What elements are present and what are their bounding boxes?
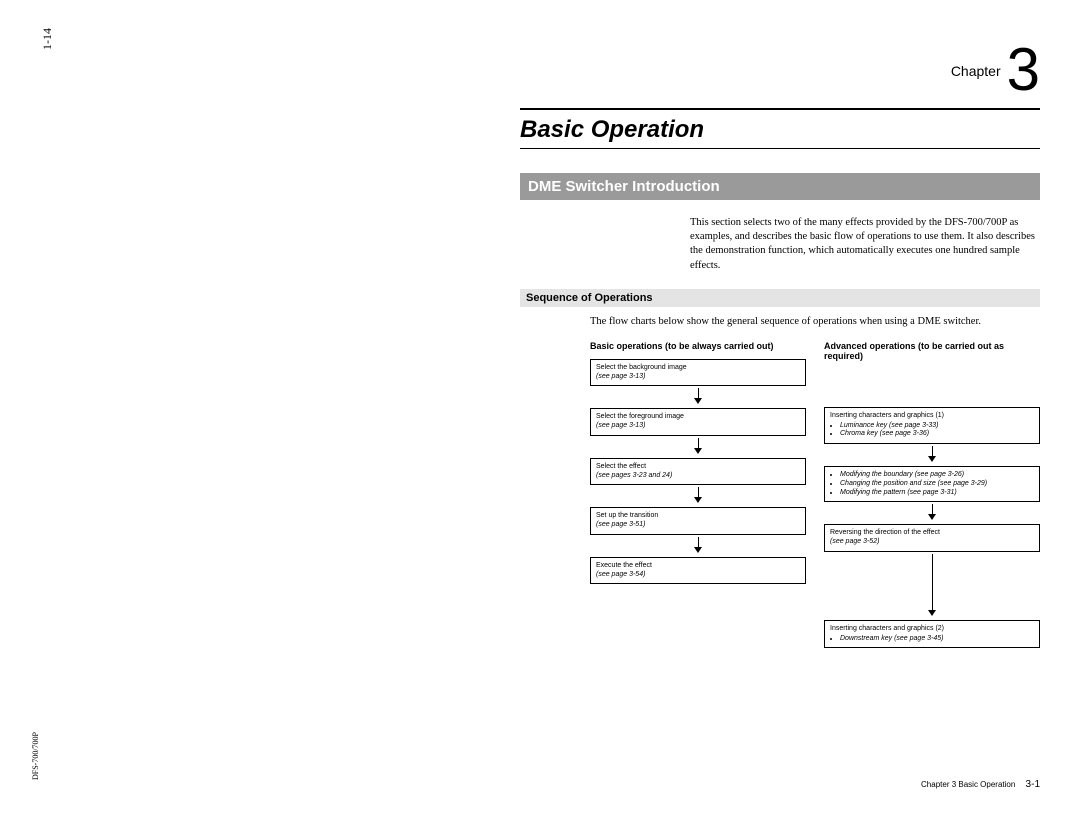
flow-box-bullet: Downstream key (see page 3-45) — [840, 635, 1034, 644]
flow-box-text: Select the foreground image — [596, 413, 684, 420]
flow-box-text: Select the effect — [596, 463, 646, 470]
intro-paragraph: This section selects two of the many eff… — [690, 216, 1040, 273]
arrow-down-icon — [926, 554, 938, 618]
footer-page-number: 3-1 — [1026, 779, 1040, 790]
advanced-flow-column: Advanced operations (to be carried out a… — [824, 341, 1040, 649]
subsection-banner: Sequence of Operations — [520, 289, 1040, 307]
basic-flow-header: Basic operations (to be always carried o… — [590, 341, 806, 351]
flow-box-ref: (see page 3-52) — [830, 538, 879, 545]
chapter-number: 3 — [1007, 36, 1040, 103]
bullet-text: Changing the position and size (see page… — [840, 480, 987, 487]
flow-box-bullet: Modifying the pattern (see page 3-31) — [840, 489, 1034, 498]
bullet-text: Modifying the boundary (see page 3-26) — [840, 471, 964, 478]
flow-box: Inserting characters and graphics (1) Lu… — [824, 407, 1040, 444]
footer-chapter-ref: Chapter 3 Basic Operation — [921, 780, 1015, 789]
flow-box-text: Select the background image — [596, 364, 687, 371]
basic-flow-column: Basic operations (to be always carried o… — [590, 341, 806, 649]
left-page-number: 1-14 — [40, 28, 55, 50]
flow-spacer — [824, 369, 1040, 407]
page-title: Basic Operation — [520, 116, 1040, 144]
flow-box-text: Reversing the direction of the effect — [830, 529, 940, 536]
bullet-text: Modifying the pattern (see page 3-31) — [840, 489, 957, 496]
title-rule-bottom — [520, 148, 1040, 149]
arrow-down-icon — [692, 438, 704, 456]
flow-box-text: Inserting characters and graphics (2) — [830, 625, 944, 632]
flow-box: Reversing the direction of the effect (s… — [824, 524, 1040, 552]
left-model-label: DFS-700/700P — [31, 732, 40, 780]
flow-box: Select the background image (see page 3-… — [590, 359, 806, 387]
flow-box-bullet: Luminance key (see page 3-33) — [840, 422, 1034, 431]
arrow-down-icon — [926, 504, 938, 522]
flow-box: Set up the transition (see page 3-51) — [590, 507, 806, 535]
flow-box-ref: (see page 3-13) — [596, 373, 645, 380]
flow-box-text: Inserting characters and graphics (1) — [830, 412, 944, 419]
flowchart-columns: Basic operations (to be always carried o… — [590, 341, 1040, 649]
flow-box-ref: (see page 3-51) — [596, 521, 645, 528]
arrow-down-icon — [692, 537, 704, 555]
subsection-intro: The flow charts below show the general s… — [590, 315, 1040, 329]
bullet-text: Downstream key (see page 3-45) — [840, 635, 944, 642]
footer-right: Chapter 3 Basic Operation 3-1 — [921, 779, 1040, 790]
title-rule-top — [520, 108, 1040, 110]
flow-box: Select the effect (see pages 3-23 and 24… — [590, 458, 806, 486]
flow-box-ref: (see page 3-13) — [596, 422, 645, 429]
bullet-text: Luminance key (see page 3-33) — [840, 422, 938, 429]
flow-box-ref: (see page 3-54) — [596, 571, 645, 578]
right-page: Chapter3 Basic Operation DME Switcher In… — [520, 40, 1040, 790]
flow-box-ref: (see pages 3-23 and 24) — [596, 472, 672, 479]
flow-box-bullet: Changing the position and size (see page… — [840, 480, 1034, 489]
chapter-label: Chapter — [951, 63, 1001, 79]
flow-box: Select the foreground image (see page 3-… — [590, 408, 806, 436]
chapter-heading-row: Chapter3 — [520, 40, 1040, 100]
flow-box-text: Set up the transition — [596, 512, 658, 519]
flow-box: Inserting characters and graphics (2) Do… — [824, 620, 1040, 649]
flow-box: Modifying the boundary (see page 3-26) C… — [824, 466, 1040, 502]
left-page: 1-14 DFS-700/700P — [40, 40, 510, 790]
flow-box-text: Execute the effect — [596, 562, 652, 569]
arrow-down-icon — [926, 446, 938, 464]
bullet-text: Chroma key (see page 3-36) — [840, 430, 929, 437]
flow-box-bullet: Chroma key (see page 3-36) — [840, 430, 1034, 439]
flow-box-bullet: Modifying the boundary (see page 3-26) — [840, 471, 1034, 480]
arrow-down-icon — [692, 487, 704, 505]
section-banner: DME Switcher Introduction — [520, 173, 1040, 200]
arrow-down-icon — [692, 388, 704, 406]
advanced-flow-header: Advanced operations (to be carried out a… — [824, 341, 1040, 361]
flow-box: Execute the effect (see page 3-54) — [590, 557, 806, 585]
